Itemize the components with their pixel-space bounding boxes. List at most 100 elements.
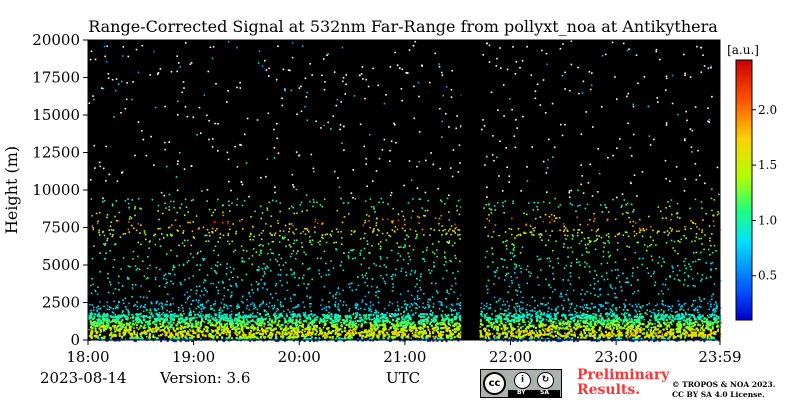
signal-point [694,223,697,225]
signal-point [592,126,594,128]
signal-point [438,217,441,220]
signal-point [534,313,537,315]
signal-point [340,101,342,103]
signal-point [547,327,550,330]
signal-point [487,235,489,237]
signal-point [90,313,92,315]
signal-point [482,119,484,121]
signal-point [547,315,550,318]
signal-point [319,318,322,321]
signal-point [159,245,162,247]
signal-point [166,234,169,237]
signal-point [433,266,435,268]
signal-point [627,281,630,283]
signal-point [414,270,417,272]
signal-point [267,252,269,255]
signal-point [355,325,358,329]
signal-point [614,307,617,310]
signal-point [510,334,513,337]
signal-point [197,330,200,333]
signal-point [448,292,450,295]
signal-point [196,133,198,136]
signal-point [521,308,524,310]
signal-point [684,178,686,180]
signal-point [137,71,140,74]
signal-point [703,298,706,300]
signal-point [445,261,447,263]
signal-point [104,339,107,342]
signal-point [669,318,671,321]
signal-point [385,274,388,276]
signal-point [246,318,248,321]
signal-point [159,268,161,271]
signal-point [308,236,311,238]
signal-point [449,228,451,230]
signal-point [268,318,271,320]
signal-point [408,245,411,247]
signal-point [91,225,93,227]
signal-point [262,330,265,333]
signal-point [496,326,499,329]
signal-point [439,301,442,303]
signal-point [213,249,215,252]
signal-point [497,299,500,302]
signal-point [250,233,252,236]
signal-point [269,332,272,335]
signal-point [359,74,361,77]
signal-point [118,288,120,291]
signal-point [420,289,422,291]
signal-point [460,294,462,296]
signal-point [321,236,323,239]
signal-point [195,322,198,325]
signal-point [91,277,93,280]
signal-point [693,309,695,311]
signal-point [143,232,146,234]
signal-point [530,272,532,275]
signal-point [136,327,138,329]
signal-point [166,233,168,236]
signal-point [678,322,681,325]
signal-point [635,54,638,56]
signal-point [418,216,421,219]
signal-point [161,233,163,235]
signal-point [571,238,574,240]
signal-point [635,310,638,313]
signal-point [276,307,278,310]
signal-point [601,54,604,57]
signal-point [480,310,483,313]
signal-point [329,233,332,236]
signal-point [149,264,151,267]
signal-point [211,227,214,230]
signal-point [108,229,110,231]
signal-point [253,307,255,310]
signal-point [129,317,132,319]
signal-point [488,220,491,222]
signal-point [234,145,236,148]
signal-point [440,324,442,326]
signal-point [352,248,355,251]
signal-point [576,216,578,219]
signal-point [584,327,587,329]
signal-point [152,334,155,336]
signal-point [633,230,636,233]
signal-point [128,311,130,314]
signal-point [443,320,446,323]
signal-point [541,49,543,52]
signal-point [504,231,507,233]
signal-point [550,328,553,331]
signal-point [585,306,588,309]
signal-point [699,324,702,327]
signal-point [446,269,448,272]
signal-point [158,312,161,314]
signal-point [391,221,394,224]
signal-point [452,329,455,332]
signal-point [440,327,443,330]
signal-point [653,308,655,311]
signal-point [198,106,201,109]
signal-point [532,208,535,211]
signal-point [239,143,241,146]
signal-point [479,335,482,338]
signal-point [422,327,425,329]
signal-point [217,241,219,243]
signal-point [125,306,127,308]
